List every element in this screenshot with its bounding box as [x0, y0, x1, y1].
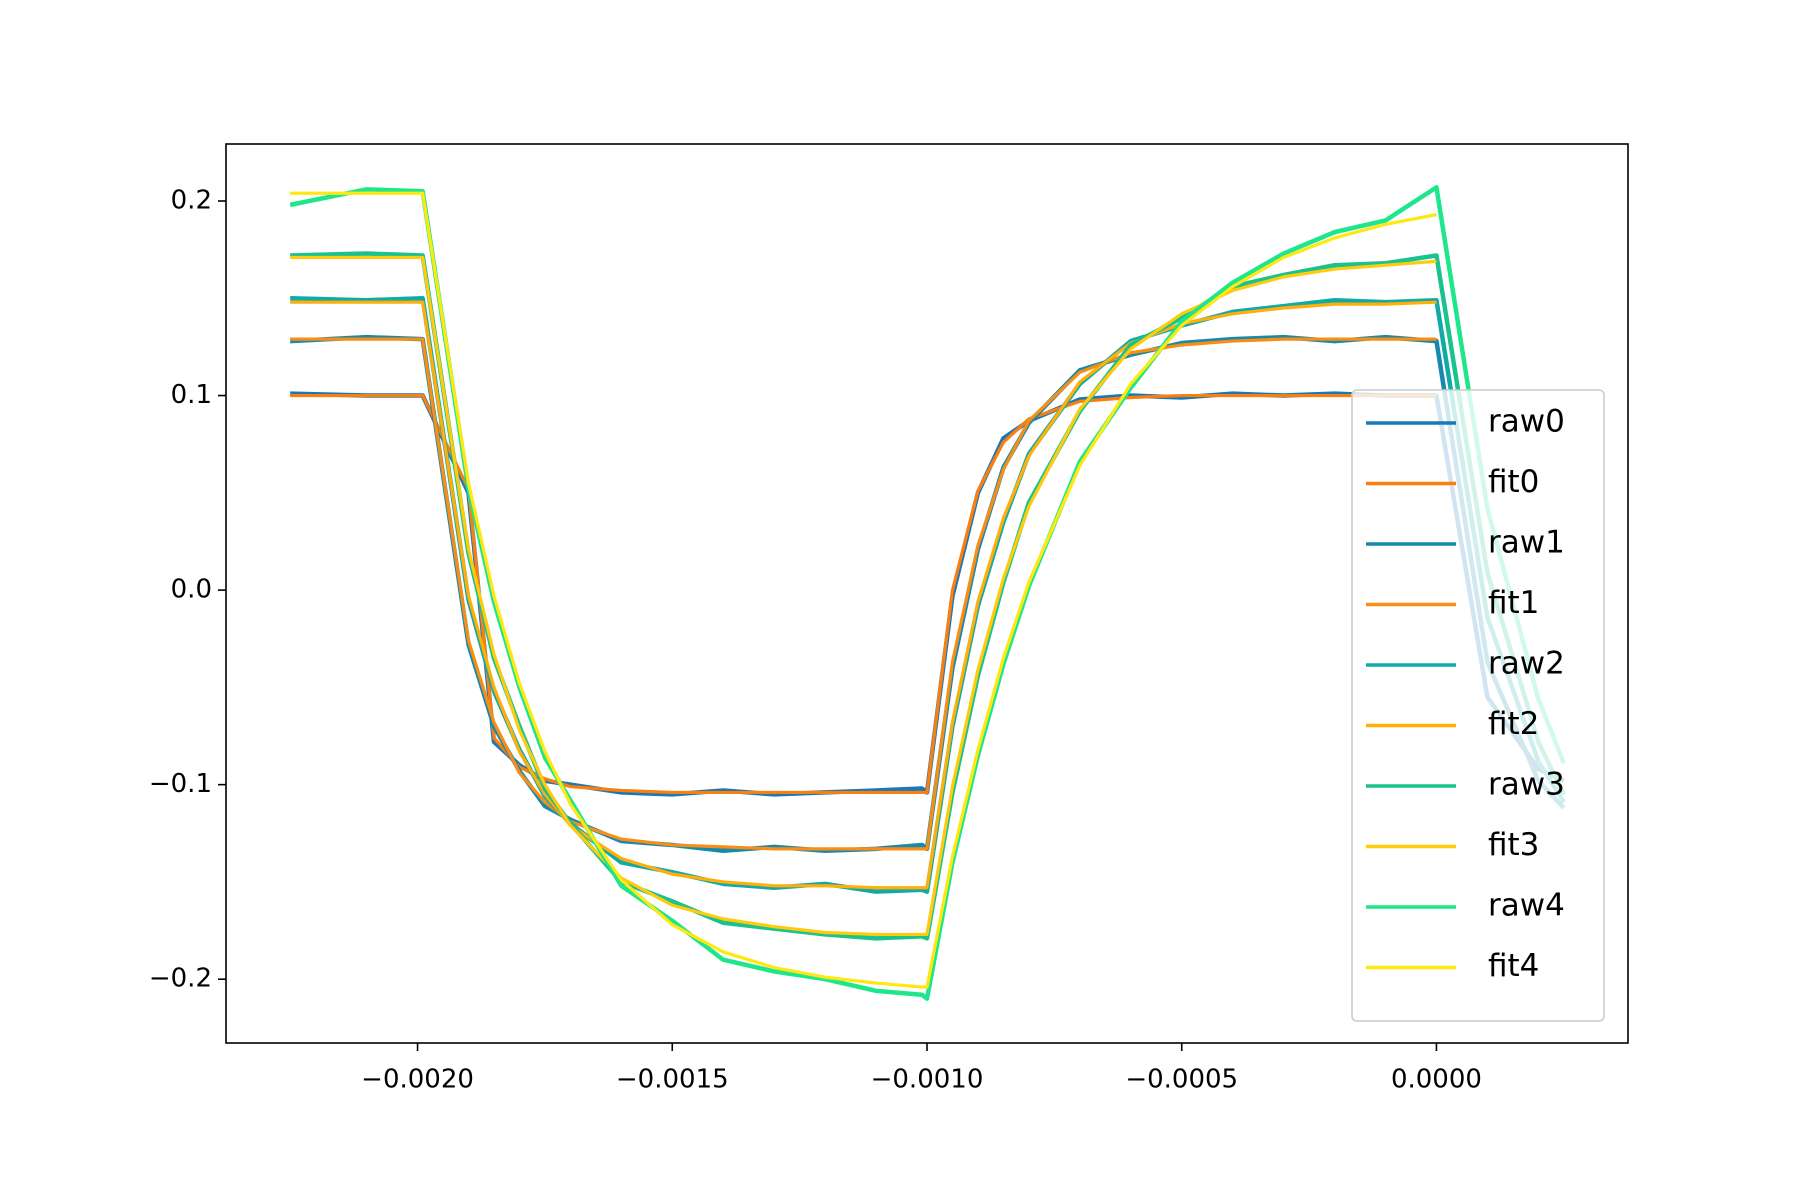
- legend-label: fit4: [1488, 948, 1539, 984]
- y-tick-label: 0.0: [171, 575, 212, 605]
- legend-label: raw1: [1488, 525, 1565, 561]
- x-tick-label: −0.0005: [1125, 1065, 1238, 1095]
- x-tick-label: −0.0015: [616, 1065, 729, 1095]
- x-tick-label: −0.0020: [361, 1065, 474, 1095]
- x-tick-label: −0.0010: [871, 1065, 984, 1095]
- legend-label: raw4: [1488, 888, 1565, 924]
- y-tick-label: 0.1: [171, 380, 212, 410]
- series-line: [290, 337, 1437, 851]
- y-tick-label: −0.2: [149, 964, 212, 994]
- legend-label: fit1: [1488, 585, 1539, 621]
- legend-label: raw0: [1488, 404, 1565, 440]
- series-line: [290, 300, 1437, 890]
- series-line: [290, 191, 1437, 989]
- legend-label: fit3: [1488, 827, 1539, 863]
- legend-label: fit2: [1488, 706, 1539, 742]
- legend-label: raw3: [1488, 767, 1565, 803]
- plot-area: [289, 185, 1566, 1001]
- legend-label: fit0: [1488, 464, 1539, 500]
- y-tick-label: −0.1: [149, 769, 212, 799]
- legend-label: raw2: [1488, 646, 1565, 682]
- x-tick-label: 0.0000: [1391, 1065, 1482, 1095]
- y-tick-label: 0.2: [171, 186, 212, 216]
- legend-box: [1351, 389, 1605, 1022]
